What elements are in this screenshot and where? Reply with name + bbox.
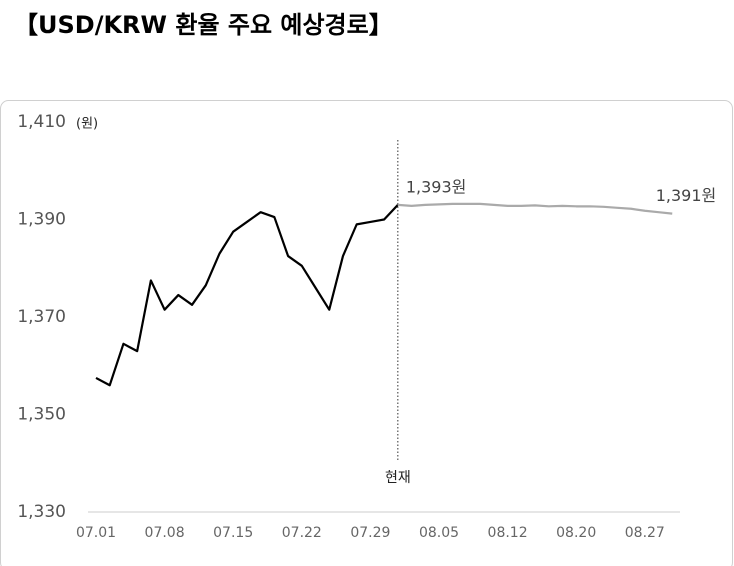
y-unit: (원) (76, 117, 98, 132)
y-tick-label: 1,410 (17, 112, 66, 132)
value-label: 1,393원 (406, 177, 467, 196)
value-label: 1,391원 (656, 186, 717, 205)
x-tick-label: 07.08 (145, 525, 185, 541)
x-tick-label: 08.20 (556, 525, 596, 541)
x-tick-label: 08.12 (488, 525, 528, 541)
series-line (95, 204, 399, 387)
chart-frame (0, 100, 733, 566)
y-tick-label: 1,370 (17, 307, 66, 327)
y-tick-label: 1,350 (17, 405, 66, 425)
x-tick-label: 08.27 (625, 525, 665, 541)
x-tick-label: 07.01 (76, 525, 116, 541)
chart-title: 【USD/KRW 환율 주요 예상경로】 (14, 11, 393, 39)
series-line (397, 202, 673, 215)
now-label: 현재 (385, 470, 411, 486)
x-tick-label: 08.05 (419, 525, 459, 541)
x-tick-label: 07.29 (350, 525, 390, 541)
x-tick-label: 07.15 (213, 525, 253, 541)
x-tick-label: 07.22 (282, 525, 322, 541)
y-tick-label: 1,330 (17, 502, 66, 522)
y-tick-label: 1,390 (17, 210, 66, 230)
